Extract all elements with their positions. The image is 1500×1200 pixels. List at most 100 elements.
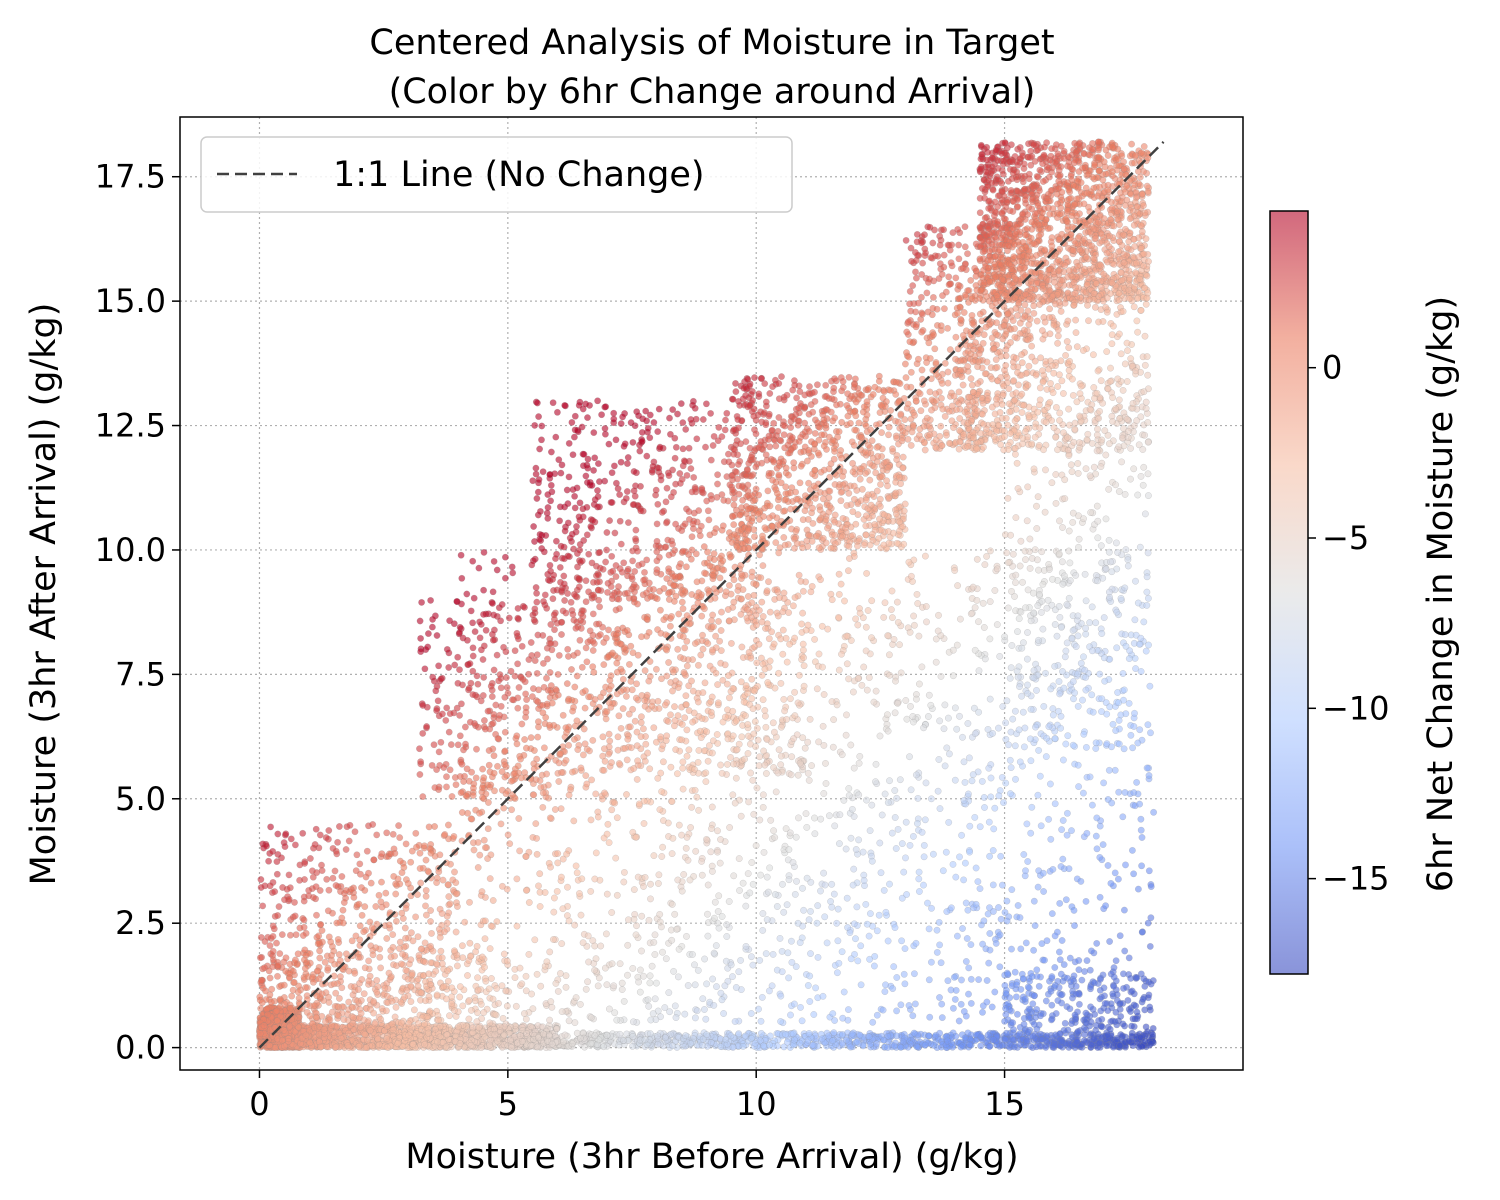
scatter-point xyxy=(480,610,487,618)
scatter-point xyxy=(667,493,675,501)
scatter-point xyxy=(291,898,298,906)
scatter-point xyxy=(451,1007,458,1014)
scatter-point xyxy=(655,464,663,472)
scatter-point xyxy=(556,563,564,571)
scatter-point xyxy=(760,747,768,755)
scatter-point xyxy=(703,728,711,736)
scatter-point xyxy=(471,628,479,636)
scatter-point xyxy=(568,768,576,776)
scatter-point xyxy=(365,957,373,965)
scatter-point xyxy=(600,661,608,669)
scatter-point xyxy=(594,397,602,405)
scatter-point xyxy=(762,723,770,731)
scatter-point xyxy=(367,879,375,887)
scatter-point xyxy=(536,445,544,453)
scatter-point xyxy=(639,725,647,733)
scatter-point xyxy=(617,540,625,548)
scatter-point xyxy=(683,726,691,734)
scatter-point xyxy=(261,964,268,972)
scatter-point xyxy=(439,876,447,884)
scatter-point xyxy=(538,422,546,430)
scatter-point xyxy=(575,583,583,591)
scatter-point xyxy=(676,470,684,477)
scatter-point xyxy=(627,419,635,427)
scatter-point xyxy=(717,1043,725,1050)
scatter-point xyxy=(401,924,409,932)
scatter-point xyxy=(383,992,391,1000)
scatter-point xyxy=(446,1012,453,1020)
scatter-point xyxy=(605,440,613,448)
scatter-point xyxy=(336,973,344,981)
scatter-point xyxy=(521,678,529,686)
scatter-point xyxy=(469,1024,477,1032)
scatter-point xyxy=(780,695,788,703)
scatter-point xyxy=(582,400,590,408)
scatter-point xyxy=(424,643,432,651)
scatter-point xyxy=(654,428,662,436)
scatter-point xyxy=(658,508,666,516)
scatter-point xyxy=(738,733,746,741)
scatter-point xyxy=(489,719,497,727)
scatter-point xyxy=(701,569,708,577)
scatter-point xyxy=(482,626,490,634)
scatter-point xyxy=(400,863,408,871)
scatter-point xyxy=(518,1038,526,1045)
scatter-point xyxy=(655,405,663,413)
scatter-point xyxy=(368,924,376,932)
scatter-point xyxy=(269,947,277,955)
scatter-point xyxy=(680,457,688,465)
scatter-point xyxy=(688,533,696,541)
scatter-point xyxy=(539,468,547,476)
scatter-point xyxy=(986,1043,993,1050)
scatter-point xyxy=(611,529,619,537)
scatter-point xyxy=(694,661,702,669)
scatter-point xyxy=(313,967,321,975)
scatter-point xyxy=(544,491,552,499)
scatter-point xyxy=(358,911,366,919)
scatter-point xyxy=(671,454,679,462)
scatter-point xyxy=(689,687,697,695)
scatter-point xyxy=(427,849,435,857)
scatter-point xyxy=(738,595,745,603)
scatter-point xyxy=(417,879,425,887)
scatter-point xyxy=(586,627,594,635)
scatter-point xyxy=(897,1043,905,1051)
scatter-point xyxy=(374,1035,382,1043)
scatter-point xyxy=(330,980,338,988)
scatter-point xyxy=(616,605,623,613)
scatter-point xyxy=(591,518,599,526)
scatter-point xyxy=(601,757,609,765)
scatter-point xyxy=(842,1036,850,1044)
scatter-point xyxy=(682,1032,690,1040)
scatter-point xyxy=(789,1030,797,1038)
scatter-point xyxy=(638,437,646,445)
scatter-point xyxy=(416,1032,424,1040)
scatter-point xyxy=(300,916,308,924)
scatter-point xyxy=(383,1043,391,1051)
scatter-point xyxy=(493,651,501,659)
scatter-point xyxy=(270,925,278,933)
scatter-point xyxy=(692,415,700,423)
scatter-point xyxy=(527,639,535,646)
scatter-point xyxy=(663,484,671,492)
scatter-point xyxy=(679,605,687,613)
scatter-point xyxy=(710,432,718,440)
scatter-point xyxy=(774,588,782,596)
scatter-point xyxy=(321,958,329,966)
scatter-point xyxy=(422,892,430,900)
scatter-point xyxy=(397,960,405,968)
scatter-point xyxy=(514,604,522,612)
scatter-point xyxy=(385,921,393,929)
scatter-point xyxy=(756,753,764,761)
scatter-point xyxy=(534,1034,542,1042)
scatter-point xyxy=(423,723,431,730)
scatter-point xyxy=(748,695,756,703)
scatter-point xyxy=(702,443,709,451)
scatter-point xyxy=(648,468,656,476)
scatter-point xyxy=(791,688,799,696)
scatter-point xyxy=(624,565,632,573)
scatter-point xyxy=(300,897,308,905)
scatter-point xyxy=(641,702,649,710)
scatter-point xyxy=(437,947,445,955)
scatter-point xyxy=(662,498,670,506)
